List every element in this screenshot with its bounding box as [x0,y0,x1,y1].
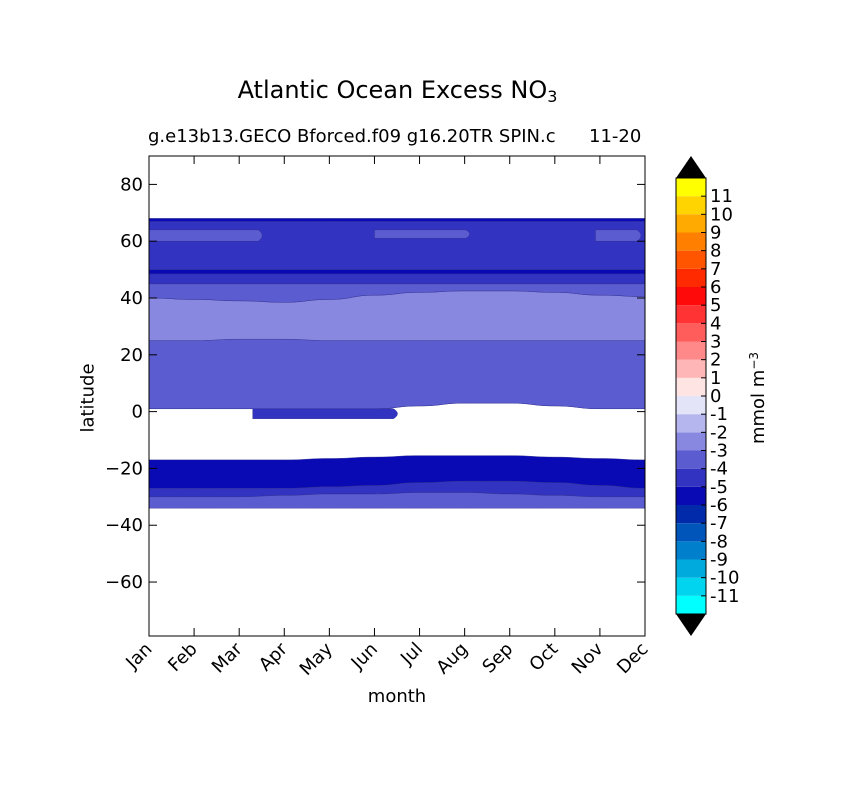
contour-bands [148,218,646,509]
x-tick-label-5: Jun [347,639,382,674]
colorbar-segment-22 [676,196,706,215]
colorbar-segment-9 [676,432,706,451]
colorbar-segment-19 [676,250,706,269]
colorbar-tick-label-15: 4 [710,313,721,334]
colorbar-extend-bottom [676,614,706,636]
x-tick-label-10: Nov [568,638,608,678]
colorbar-segment-6 [676,486,706,505]
colorbar-label: mmol m−3 [747,351,769,445]
colorbar-segment-3 [676,541,706,560]
y-tick-label-0: 80 [120,174,143,195]
y-tick-label-3: 20 [120,345,143,366]
colorbar-tick-label-10: -1 [710,404,728,425]
y-tick-label-6: −40 [105,515,143,536]
colorbar-tick-label-11: 0 [710,386,721,407]
colorbar-tick-label-19: 8 [710,241,721,262]
colorbar-tick-label-5: -6 [710,495,728,516]
contour-band-8 [148,269,646,275]
colorbar-extend-top [676,156,706,178]
y-tick-label-1: 60 [120,231,143,252]
contour-patch-2 [595,229,642,242]
colorbar-segment-18 [676,268,706,287]
x-tick-label-11: Dec [613,639,652,678]
colorbar-tick-label-6: -5 [710,477,728,498]
contour-patch-1 [374,229,470,239]
colorbar-tick-label-13: 2 [710,350,721,371]
contour-band-9 [148,218,646,270]
colorbar-segment-11 [676,396,706,415]
y-tick-label-7: −60 [105,572,143,593]
colorbar-segment-13 [676,359,706,378]
x-tick-label-1: Feb [164,639,201,676]
colorbar-tick-label-16: 5 [710,295,721,316]
colorbar-tick-label-18: 7 [710,259,721,280]
y-tick-label-2: 40 [120,288,143,309]
colorbar-segment-16 [676,305,706,324]
colorbar-tick-label-8: -3 [710,441,728,462]
colorbar-tick-label-21: 10 [710,204,733,225]
x-tick-label-7: Aug [432,639,472,679]
colorbar-segment-12 [676,377,706,396]
contour-band-4 [148,338,646,409]
colorbar-tick-label-12: 1 [710,368,721,389]
colorbar-segment-15 [676,323,706,342]
x-tick-label-2: Mar [208,638,247,677]
contour-patch-3 [252,408,398,419]
colorbar-tick-label-20: 9 [710,223,721,244]
y-axis-label: latitude [77,363,99,433]
colorbar-tick-label-3: -8 [710,531,728,552]
colorbar-tick-label-4: -7 [710,513,728,534]
colorbar-segment-10 [676,414,706,433]
colorbar-tick-label-14: 3 [710,332,721,353]
colorbar-tick-label-9: -2 [710,422,728,443]
colorbar-segment-0 [676,595,706,614]
chart-title: Atlantic Ocean Excess NO3 [237,76,558,106]
plot-frame [148,155,646,637]
x-tick-label-8: Sep [478,639,517,678]
colorbar-segment-7 [676,468,706,487]
y-tick-label-4: 0 [132,402,143,423]
colorbar-tick-label-22: 11 [710,186,733,207]
contour-patch-0 [148,229,263,242]
x-tick-label-9: Oct [525,639,562,676]
x-tick-label-4: May [296,638,337,679]
colorbar-tick-label-0: -11 [710,586,739,607]
colorbar-segment-1 [676,577,706,596]
colorbar-segment-8 [676,450,706,469]
colorbar-segment-17 [676,287,706,306]
chart-subtitle: g.e13b13.GECO Bforced.f09 g16.20TR SPIN.… [148,126,556,147]
colorbar-segment-23 [676,178,706,197]
colorbar-segment-4 [676,523,706,542]
chart-subtitle-range: 11-20 [589,126,642,147]
x-tick-label-6: Jul [396,639,427,670]
contour-band-7 [148,273,646,285]
colorbar-tick-label-17: 6 [710,277,721,298]
x-tick-label-3: Apr [255,638,292,675]
contour-band-10 [148,218,646,222]
colorbar-segment-5 [676,505,706,524]
x-axis-label: month [367,686,427,707]
colorbar-segment-2 [676,559,706,578]
colorbar-tick-label-1: -10 [710,568,739,589]
colorbar-tick-label-7: -4 [710,459,728,480]
contour-patches [148,229,642,419]
colorbar-segment-21 [676,214,706,233]
colorbar-segment-14 [676,341,706,360]
y-tick-label-5: −20 [105,458,143,479]
colorbar-segment-20 [676,232,706,251]
colorbar-tick-label-2: -9 [710,550,728,571]
x-tick-label-0: Jan [121,639,156,674]
